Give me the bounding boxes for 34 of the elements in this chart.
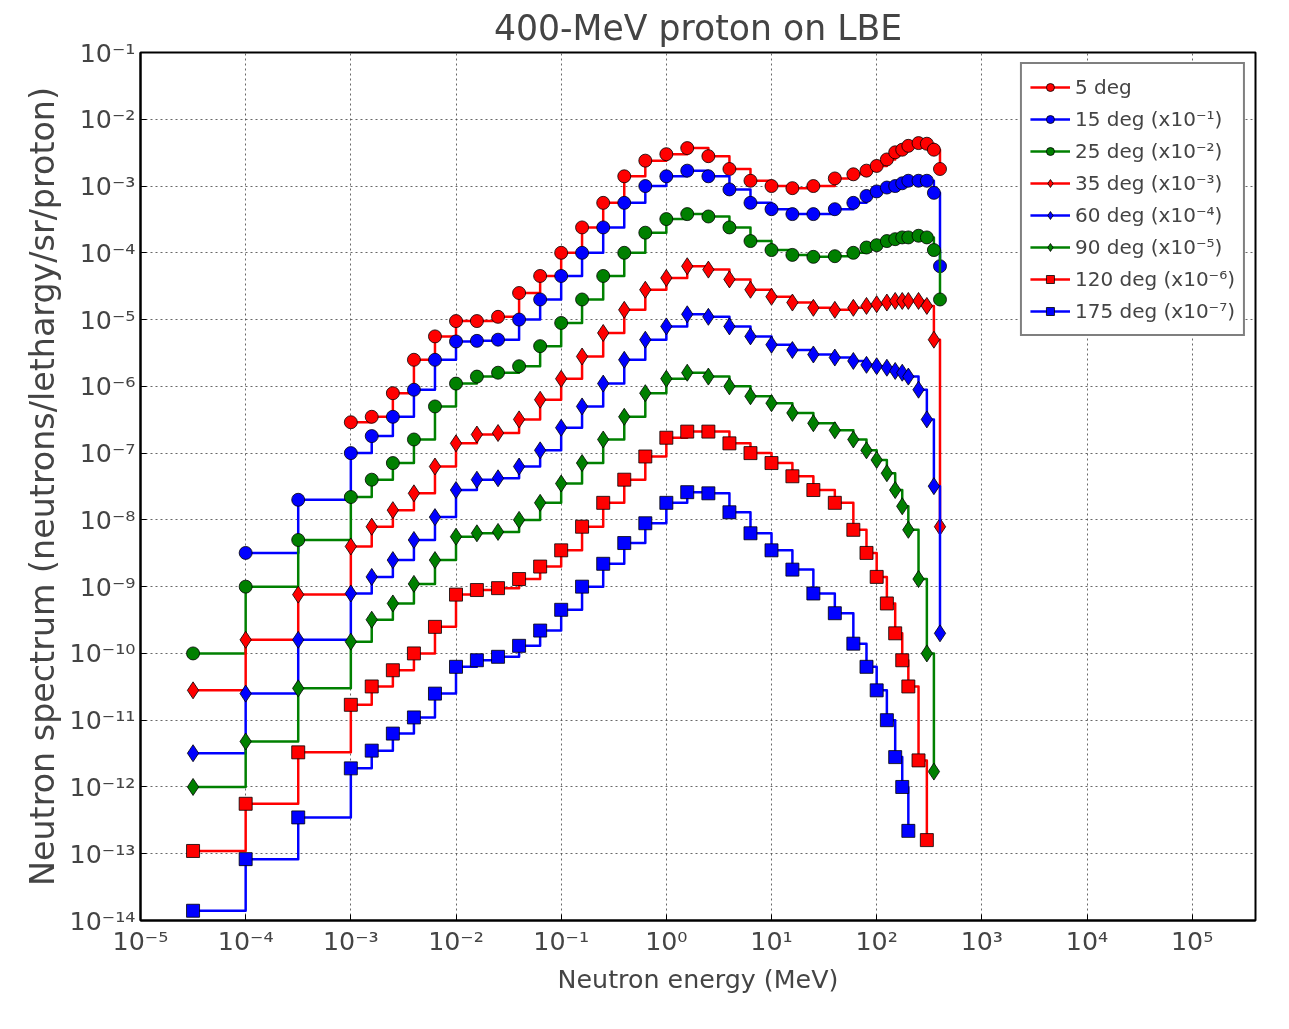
y-tick-label: 10⁻⁷ (79, 438, 136, 469)
y-tick-label: 10⁻¹² (69, 771, 136, 802)
legend-label: 175 deg (x10⁻⁷) (1074, 298, 1235, 325)
x-tick-label: 10⁰ (645, 925, 688, 956)
x-tick-label: 10⁻² (428, 925, 484, 956)
x-tick-label: 10³ (960, 925, 1004, 956)
y-tick-label: 10⁻³ (79, 171, 136, 202)
y-axis-title: Neutron spectrum (neutrons/lethargy/sr/proton) (22, 87, 62, 886)
x-tick-label: 10⁻³ (322, 925, 379, 956)
y-tick-label: 10⁻² (79, 104, 136, 135)
x-tick-label: 10² (855, 925, 898, 956)
legend-label: 15 deg (x10⁻¹) (1074, 106, 1223, 133)
x-tick-label: 10⁻¹ (533, 925, 590, 956)
x-tick-label: 10⁵ (1170, 925, 1214, 956)
y-tick-label: 10⁻¹ (79, 37, 136, 68)
y-tick-label: 10⁻¹³ (69, 838, 136, 869)
y-tick-label: 10⁻⁶ (79, 371, 136, 402)
x-axis-title: Neutron energy (MeV) (557, 963, 839, 994)
y-tick-label: 10⁻¹⁰ (69, 638, 136, 669)
y-tick-label: 10⁻⁵ (79, 304, 136, 335)
y-tick-label: 10⁻⁸ (79, 504, 136, 535)
legend-label: 60 deg (x10⁻⁴) (1074, 202, 1223, 229)
chart-title: 400-MeV proton on LBE (493, 7, 903, 48)
legend-label: 35 deg (x10⁻³) (1074, 170, 1223, 197)
legend-label: 5 deg (1074, 74, 1132, 101)
x-tick-label: 10¹ (750, 925, 793, 956)
legend-label: 25 deg (x10⁻²) (1074, 138, 1223, 165)
legend-label: 120 deg (x10⁻⁶) (1074, 266, 1235, 293)
y-tick-label: 10⁻⁴ (79, 237, 136, 268)
x-tick-label: 10⁻⁴ (217, 925, 274, 956)
x-tick-label: 10⁴ (1065, 925, 1109, 956)
y-tick-label: 10⁻¹¹ (69, 705, 136, 736)
legend-label: 90 deg (x10⁻⁵) (1074, 234, 1223, 261)
y-tick-label: 10⁻⁹ (79, 571, 136, 602)
